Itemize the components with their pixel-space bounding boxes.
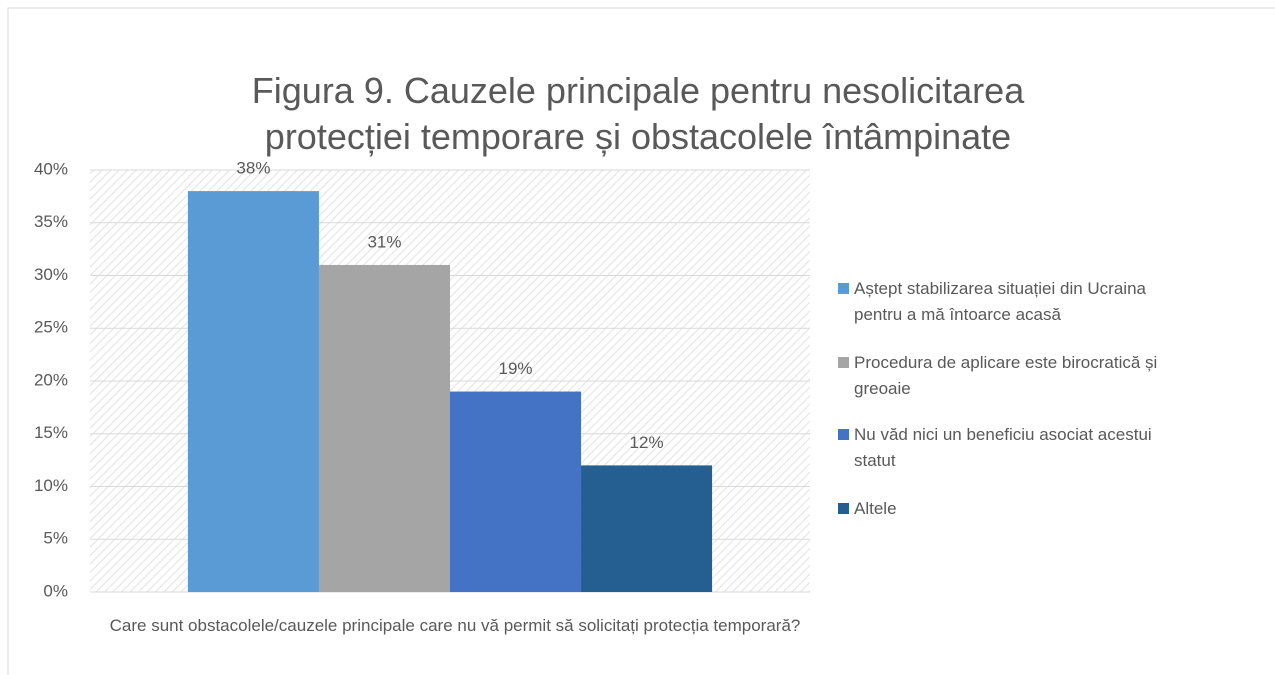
legend-label: Altele (854, 499, 897, 518)
chart-title: Figura 9. Cauzele principale pentru neso… (251, 70, 1025, 157)
legend-item: Nu văd nici un beneficiu asociat acestui… (838, 422, 1194, 474)
legend-item: Procedura de aplicare este birocratică ș… (838, 350, 1194, 402)
legend-swatch (838, 283, 849, 294)
y-tick-label: 25% (34, 318, 68, 337)
legend-swatch (838, 429, 849, 440)
legend-item: Aștept stabilizarea situației din Ucrain… (838, 276, 1194, 328)
bar (581, 465, 713, 592)
data-label: 12% (630, 433, 664, 452)
y-tick-label: 40% (34, 159, 68, 178)
y-tick-label: 20% (34, 370, 68, 389)
legend-label: Nu văd nici un beneficiu asociat acestui… (854, 425, 1152, 470)
data-label: 19% (499, 359, 533, 378)
data-label: 31% (367, 232, 401, 251)
y-tick-label: 0% (43, 581, 68, 600)
legend-item: Altele (838, 496, 1194, 522)
legend-swatch (838, 503, 849, 514)
y-tick-label: 5% (43, 529, 68, 548)
legend-label: Aștept stabilizarea situației din Ucrain… (854, 279, 1146, 324)
data-label: 38% (236, 159, 270, 178)
y-tick-label: 30% (34, 265, 68, 284)
y-tick-label: 15% (34, 423, 68, 442)
legend-swatch (838, 357, 849, 368)
x-tick-label: Care sunt obstacolele/cauzele principale… (109, 616, 801, 635)
bar (450, 391, 582, 592)
bar (187, 191, 319, 592)
legend-label: Procedura de aplicare este birocratică ș… (854, 353, 1158, 398)
y-tick-label: 10% (34, 476, 68, 495)
chart-border (7, 7, 1275, 675)
bar (318, 264, 450, 592)
y-tick-label: 35% (34, 212, 68, 231)
